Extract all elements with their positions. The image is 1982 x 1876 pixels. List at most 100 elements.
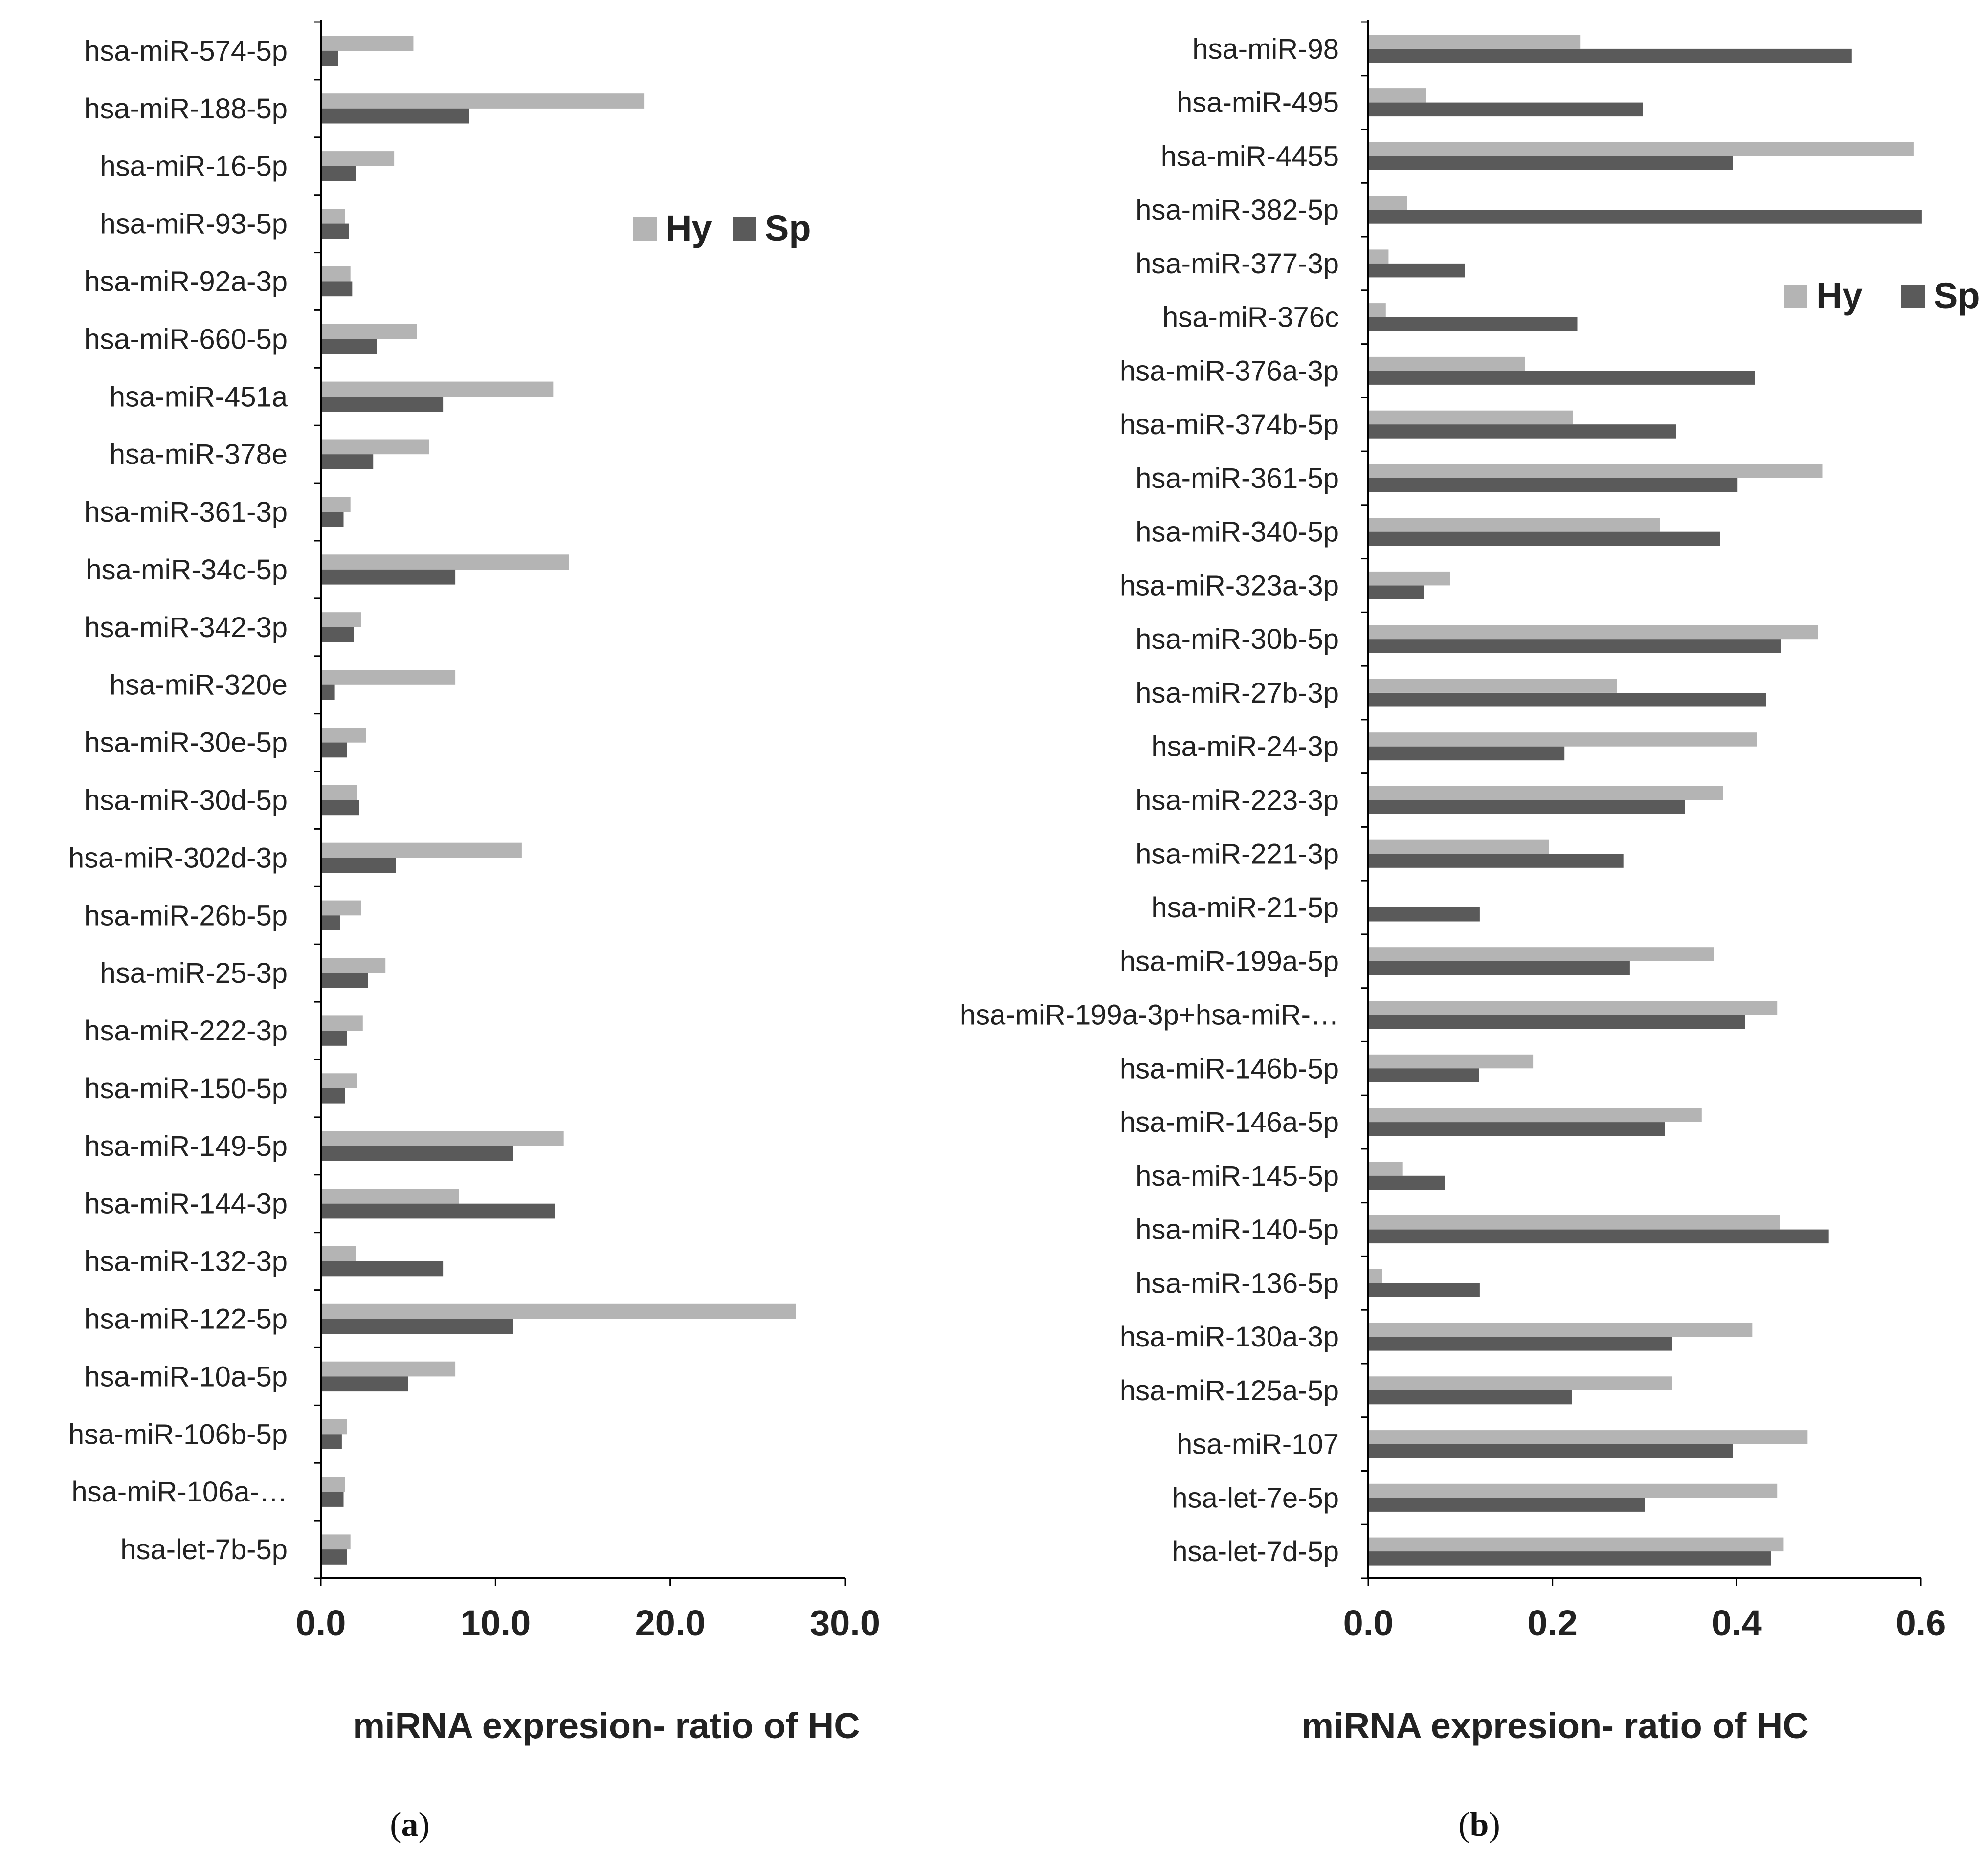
bar-hy-22 (1368, 1215, 1780, 1230)
bar-hy-8 (321, 497, 351, 512)
category-label: hsa-miR-376c (1162, 302, 1339, 333)
bar-sp-9 (321, 569, 456, 585)
bar-hy-16 (321, 958, 386, 973)
bar-sp-26 (321, 1549, 347, 1565)
x-tick-label: 0.0 (1343, 1603, 1394, 1643)
legend: Hy Sp (633, 208, 811, 248)
category-label: hsa-miR-574-5p (84, 35, 288, 67)
category-label: hsa-miR-26b-5p (84, 900, 288, 931)
legend-label-sp: Sp (765, 208, 811, 248)
bar-hy-10 (1368, 571, 1450, 586)
bar-hy-11 (1368, 625, 1818, 640)
legend-swatch-sp (733, 217, 756, 241)
bar-hy-4 (1368, 249, 1389, 264)
bar-sp-3 (1368, 210, 1922, 224)
bar-hy-21 (1368, 1162, 1403, 1176)
category-label: hsa-miR-188-5p (84, 93, 288, 125)
category-label: hsa-miR-320e (110, 669, 288, 701)
category-label: hsa-miR-30d-5p (84, 785, 288, 817)
bar-hy-6 (1368, 356, 1525, 371)
bar-hy-27 (1368, 1483, 1778, 1498)
category-label: hsa-miR-377-3p (1136, 248, 1339, 280)
chart-panel-a: hsa-miR-574-5p hsa-miR-188-5p hsa-miR-16-5… (68, 20, 880, 1844)
bar-sp-16 (321, 973, 368, 988)
category-label: hsa-miR-144-3p (84, 1188, 288, 1220)
category-label: hsa-miR-106b-5p (68, 1418, 288, 1450)
x-axis-label: miRNA expresion- ratio of HC (353, 1705, 860, 1746)
category-label: hsa-miR-378e (110, 439, 288, 470)
panel-label: (b) (1458, 1806, 1500, 1844)
bar-sp-24 (1368, 1337, 1672, 1351)
bar-hy-9 (321, 554, 569, 570)
x-tick-label: 0.6 (1896, 1603, 1946, 1643)
legend: Hy Sp (1784, 275, 1980, 316)
legend-swatch-hy (633, 217, 657, 241)
bar-hy-22 (321, 1303, 796, 1319)
bar-hy-10 (321, 612, 361, 627)
bar-sp-3 (321, 223, 349, 239)
bar-sp-0 (1368, 48, 1852, 63)
bar-sp-9 (1368, 531, 1720, 546)
category-label: hsa-miR-24-3p (1151, 731, 1339, 763)
bar-hy-19 (1368, 1054, 1534, 1069)
x-tick-label: 10.0 (460, 1603, 531, 1643)
bar-hy-12 (1368, 679, 1617, 693)
category-label: hsa-miR-132-3p (84, 1246, 288, 1278)
category-label: hsa-miR-106a-… (71, 1476, 288, 1508)
bar-hy-9 (1368, 518, 1660, 532)
bar-hy-2 (1368, 142, 1914, 156)
bar-hy-21 (321, 1246, 356, 1261)
bar-hy-3 (1368, 196, 1407, 210)
bar-sp-28 (1368, 1551, 1771, 1566)
bar-sp-23 (321, 1376, 408, 1392)
category-label: hsa-miR-342-3p (84, 612, 288, 643)
category-label: hsa-miR-93-5p (100, 208, 288, 240)
bar-hy-13 (321, 785, 357, 800)
bar-hy-11 (321, 670, 456, 685)
category-label: hsa-miR-21-5p (1151, 892, 1339, 924)
bar-sp-27 (1368, 1498, 1645, 1512)
category-label: hsa-miR-451a (110, 381, 288, 413)
bar-hy-14 (321, 842, 522, 858)
bar-hy-23 (321, 1361, 456, 1377)
bar-hy-12 (321, 728, 366, 743)
bar-hy-8 (1368, 464, 1823, 478)
bar-hy-24 (321, 1419, 347, 1435)
bar-sp-8 (321, 512, 344, 527)
bar-hy-6 (321, 381, 554, 397)
legend-swatch-sp (1901, 285, 1925, 308)
category-label: hsa-miR-145-5p (1136, 1160, 1339, 1192)
bar-sp-25 (1368, 1390, 1572, 1405)
bar-sp-26 (1368, 1444, 1733, 1458)
category-label: hsa-miR-361-3p (84, 496, 288, 528)
category-label: hsa-miR-16-5p (100, 151, 288, 182)
category-label: hsa-miR-140-5p (1136, 1214, 1339, 1246)
category-label: hsa-miR-25-3p (100, 957, 288, 989)
category-label: hsa-miR-660-5p (84, 323, 288, 355)
bar-hy-7 (321, 439, 429, 455)
bar-hy-23 (1368, 1269, 1382, 1283)
bar-hy-18 (1368, 1001, 1778, 1015)
legend-swatch-hy (1784, 285, 1807, 308)
bar-sp-1 (321, 108, 469, 124)
category-label: hsa-miR-382-5p (1136, 194, 1339, 226)
bar-hy-5 (1368, 303, 1386, 317)
bar-hy-0 (1368, 35, 1581, 49)
bar-sp-22 (321, 1319, 513, 1334)
category-label: hsa-miR-302d-3p (68, 842, 288, 874)
chart-panel-b: hsa-miR-98 hsa-miR-495 hsa-miR-4455 hsa-miR… (960, 20, 1980, 1844)
category-label: hsa-miR-323a-3p (1120, 570, 1339, 602)
bar-sp-4 (1368, 263, 1465, 278)
x-tick-label: 0.0 (296, 1603, 346, 1643)
bar-sp-7 (321, 454, 374, 469)
bar-hy-0 (321, 36, 414, 51)
category-label: hsa-miR-27b-3p (1136, 677, 1339, 709)
category-label: hsa-miR-223-3p (1136, 785, 1339, 817)
bar-sp-12 (321, 742, 347, 758)
bar-sp-17 (1368, 961, 1630, 975)
bar-sp-11 (1368, 639, 1781, 653)
category-label: hsa-miR-199a-3p+hsa-miR-… (960, 999, 1339, 1031)
bar-sp-14 (321, 858, 396, 873)
category-label: hsa-miR-361-5p (1136, 463, 1339, 494)
bar-sp-21 (1368, 1175, 1445, 1190)
